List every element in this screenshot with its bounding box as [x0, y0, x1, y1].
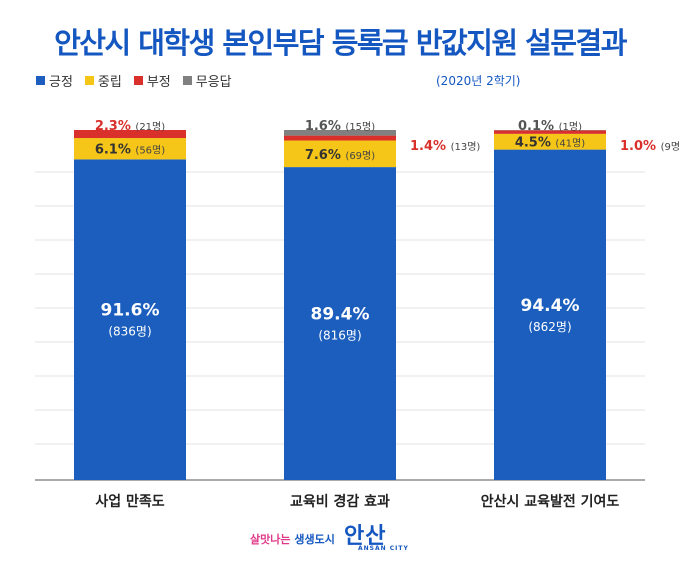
data-label-negative-count: (13명) — [451, 141, 481, 153]
legend-label-positive: 긍정 — [49, 75, 73, 90]
data-label-neutral-percent: 4.5% — [515, 136, 556, 151]
bar-no_response-2 — [284, 130, 396, 136]
ansan-city-logo-sub: ANSAN CITY — [358, 545, 409, 552]
data-label-negative-count: (21명) — [135, 121, 165, 133]
data-label-negative-percent: 2.3% — [95, 119, 136, 134]
data-label-negative: 2.3% (21명) — [95, 119, 165, 134]
x-tick-label: 교육비 경감 효과 — [290, 493, 390, 510]
data-label-positive-count: (836명) — [108, 325, 151, 339]
data-label-negative-count: (9명) — [661, 141, 680, 153]
data-label-positive: 94.4% — [521, 296, 580, 316]
data-label-positive-count: (862명) — [528, 320, 571, 334]
legend-label-negative: 부정 — [146, 75, 171, 90]
legend-swatch-positive — [36, 76, 45, 85]
x-tick-label: 안산시 교육발전 기여도 — [481, 493, 620, 510]
data-label-no-response: 0.1% (1명) — [518, 119, 582, 134]
legend-item-neutral: 중립 — [84, 71, 122, 90]
data-label-no-response-count: (15명) — [345, 121, 375, 133]
legend-item-no-response: 무응답 — [182, 71, 232, 90]
data-label-no-response: 1.6% (15명) — [305, 119, 375, 134]
footer-slogan: 살맛나는 생생도시 — [250, 531, 335, 547]
ansan-city-logo: 안산 — [344, 524, 387, 549]
chart-title: 안산시 대학생 본인부담 등록금 반값지원 설문결과 — [54, 26, 627, 60]
bar-negative-2 — [284, 135, 396, 141]
data-label-neutral: 7.6% (69명) — [305, 148, 375, 163]
x-tick-label: 사업 만족도 — [95, 494, 164, 510]
data-label-no-response-percent: 0.1% — [518, 119, 559, 134]
data-label-positive: 89.4% — [311, 305, 370, 325]
legend: 긍정 중립 부정 무응답 — [36, 71, 232, 90]
legend-label-no-response: 무응답 — [195, 75, 232, 90]
bar-neutral-2 — [284, 140, 396, 168]
bar-neutral-1 — [74, 138, 186, 160]
legend-swatch-negative — [133, 76, 143, 85]
data-label-neutral-count: (69명) — [345, 150, 375, 162]
legend-swatch-neutral — [84, 76, 94, 85]
bar-positive-3 — [494, 149, 606, 480]
data-label-neutral-count: (41명) — [555, 138, 585, 150]
bar-positive-2 — [284, 167, 396, 480]
data-label-negative-percent: 1.0% — [620, 139, 661, 154]
data-label-neutral-percent: 7.6% — [305, 148, 346, 163]
data-label-neutral-count: (56명) — [135, 145, 165, 157]
data-label-negative: 1.4% (13명) — [410, 139, 480, 154]
legend-item-negative: 부정 — [133, 71, 171, 90]
data-label-neutral: 4.5% (41명) — [515, 136, 585, 151]
data-label-negative-percent: 1.4% — [410, 139, 451, 154]
bar-positive-1 — [74, 159, 186, 480]
slogan-accent: 생생도시 — [294, 533, 335, 546]
legend-label-neutral: 중립 — [97, 75, 122, 90]
slogan-prefix: 살맛나는 — [250, 533, 291, 546]
data-label-no-response-percent: 1.6% — [305, 119, 346, 134]
data-label-neutral-percent: 6.1% — [95, 143, 136, 158]
bar-negative-3 — [494, 130, 606, 134]
chart-subtitle: (2020년 2학기) — [436, 74, 521, 88]
bar-neutral-3 — [494, 133, 606, 150]
data-label-positive-count: (816명) — [318, 329, 361, 343]
data-label-positive: 91.6% — [101, 301, 160, 321]
legend-item-positive: 긍정 — [36, 71, 73, 90]
data-label-neutral: 6.1% (56명) — [95, 143, 165, 158]
data-label-negative: 1.0% (9명) — [620, 139, 680, 154]
data-label-no-response-count: (1명) — [559, 121, 582, 133]
bar-negative-1 — [74, 130, 186, 139]
legend-swatch-no-response — [182, 76, 192, 85]
